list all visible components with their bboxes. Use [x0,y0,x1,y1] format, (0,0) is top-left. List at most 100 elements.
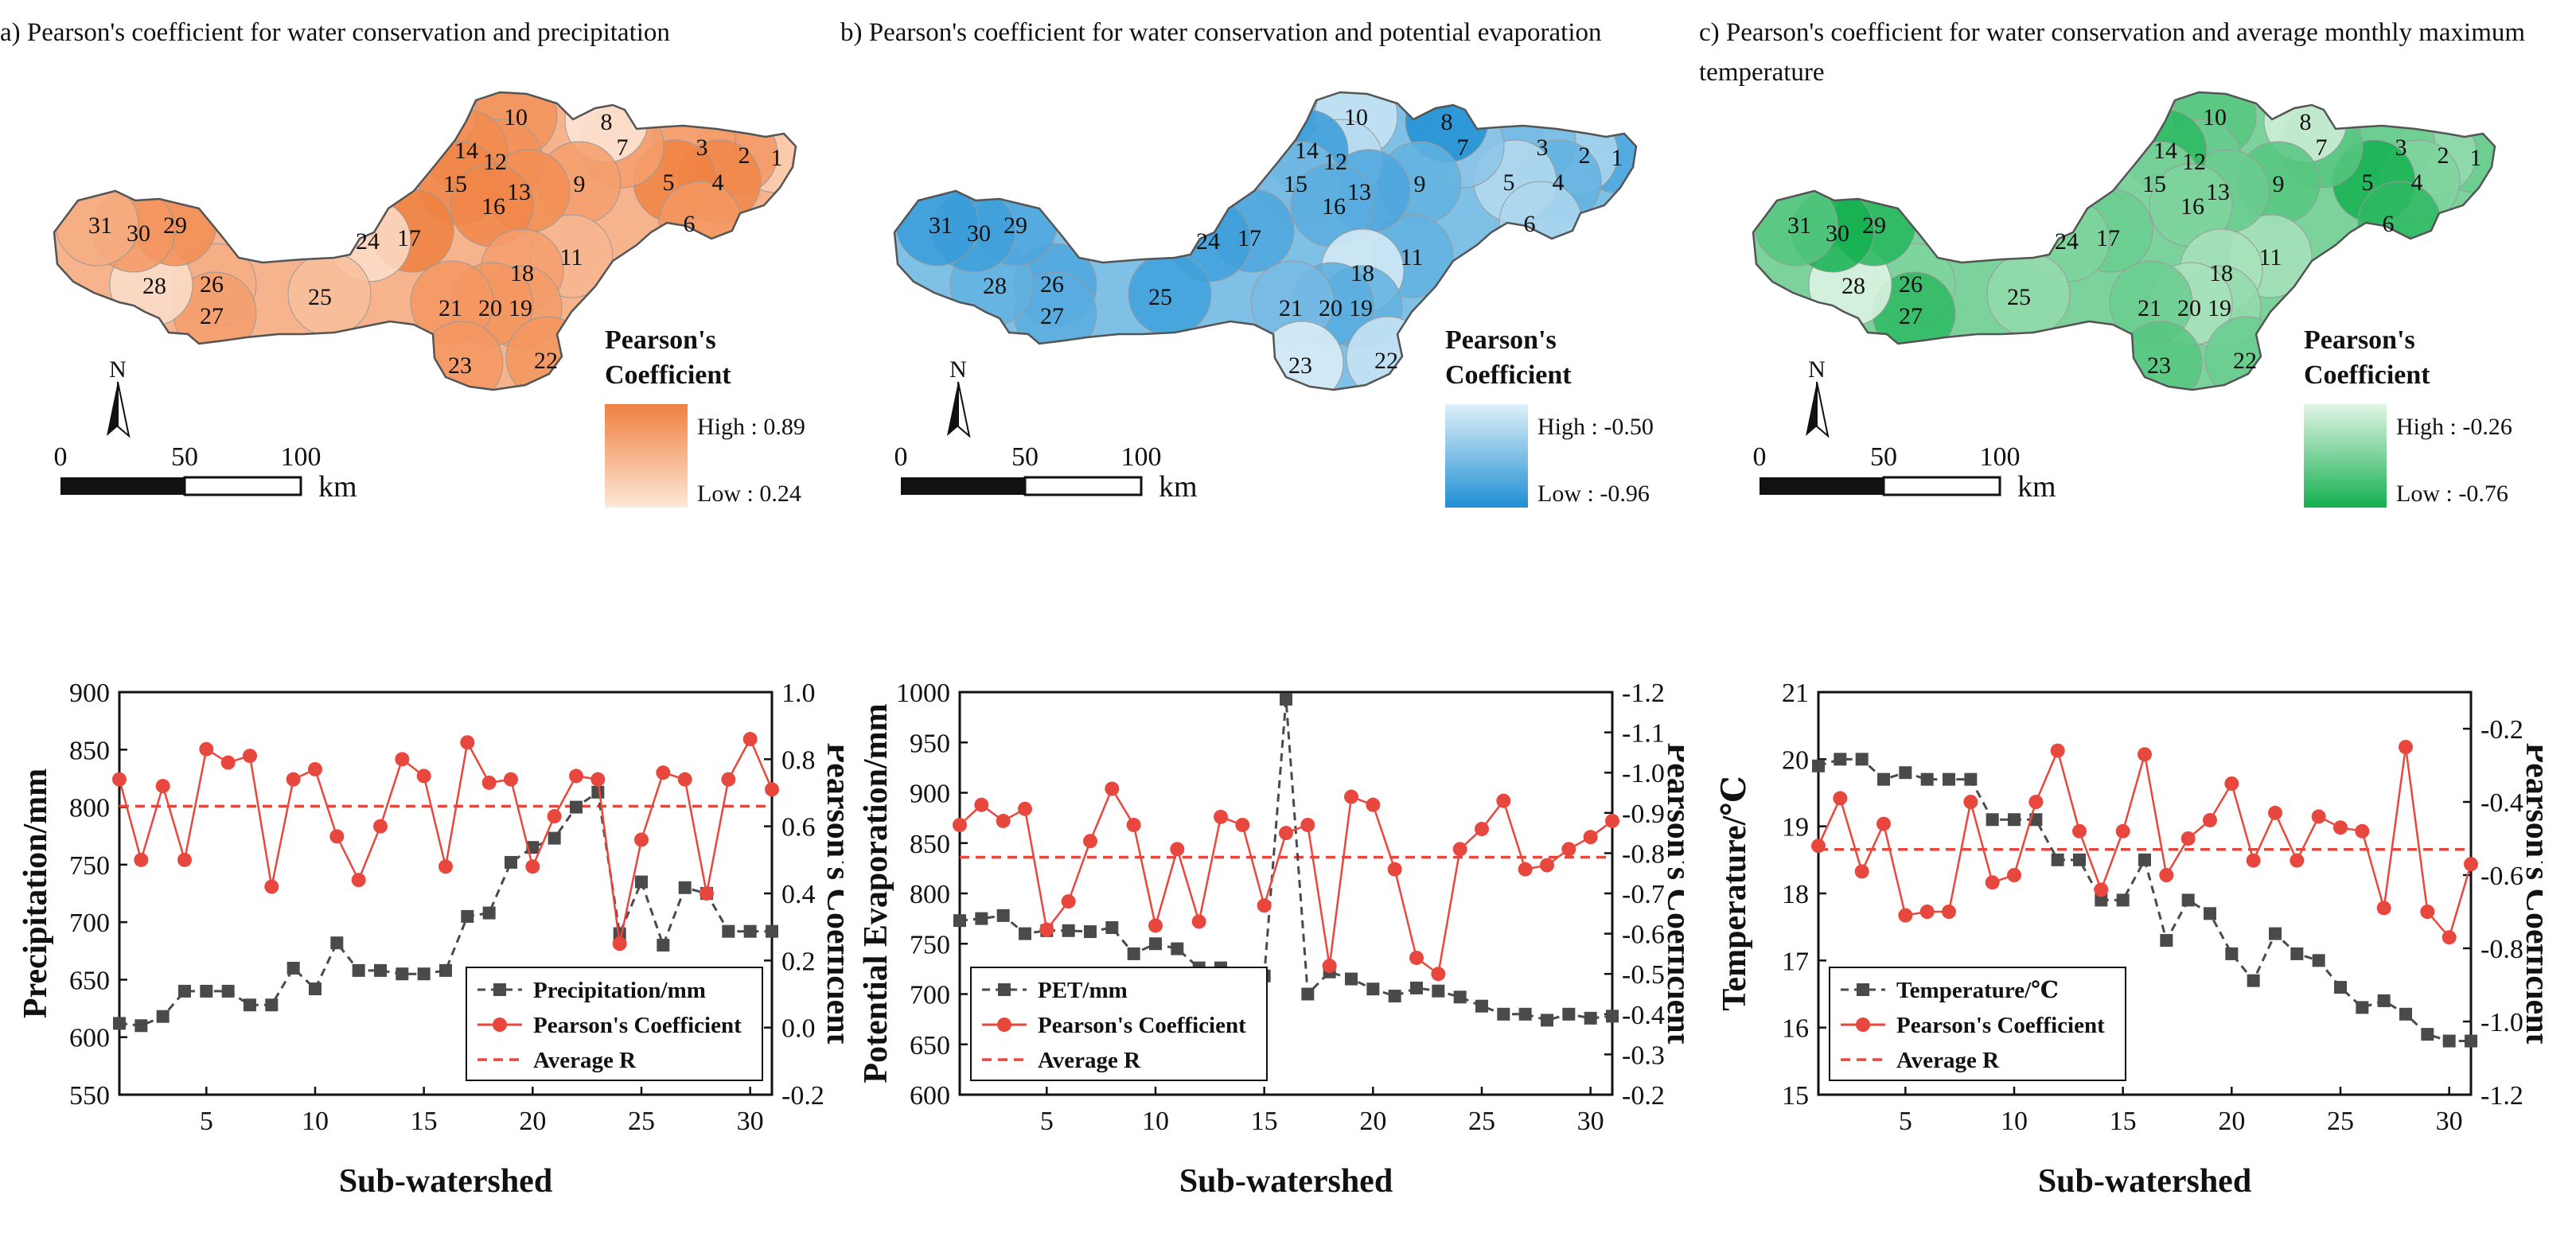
y2-tick-label: 0.8 [781,745,816,775]
legend: Pearson's Coefficient High : -0.50 Low :… [1445,325,1654,508]
subwatershed-label-25: 25 [1148,284,1172,310]
subwatershed-label-11: 11 [560,244,583,270]
panel-temperature: c) Pearson's coefficient for water conse… [1699,0,2543,1253]
y-tick-label: 900 [910,780,950,809]
right-series-point [1191,914,1206,929]
x-tick-label: 25 [2327,1107,2354,1136]
legend-marker-left [998,983,1011,996]
right-series-point [721,772,736,787]
scale-tick-0: 0 [1753,442,1767,472]
left-series-point [396,967,409,981]
left-series-point [1432,984,1445,998]
legend-entry: Average R [533,1048,637,1073]
subwatershed-label-16: 16 [481,193,505,220]
right-series-point [2399,740,2413,754]
right-series-point [373,819,388,834]
left-series-point [657,939,670,952]
right-series-point [308,761,322,776]
left-series-point [1834,753,1847,766]
left-series-point [2421,1028,2434,1041]
y-tick-label: 800 [910,880,950,909]
left-series-point [2269,927,2282,940]
right-series-point [634,832,649,847]
right-series-point [2464,857,2478,872]
subwatershed-label-5: 5 [1503,169,1515,196]
north-arrow-icon: N [107,356,131,438]
left-series-point [1920,772,1934,786]
left-series-point [2160,934,2173,948]
left-series-point [2356,1001,2369,1014]
subwatershed-label-16: 16 [2180,193,2204,220]
y2-tick-label: -0.5 [1622,960,1665,990]
y-tick-label: 900 [69,679,110,708]
left-series-point [1986,813,1999,827]
x-tick-label: 30 [1577,1107,1604,1136]
y2-tick-label: 0.0 [781,1014,816,1044]
left-series-point [309,982,322,995]
y2-tick-label: -0.2 [1622,1081,1665,1111]
y2-tick-label: -0.6 [2481,862,2523,891]
left-series-point [417,967,431,981]
subwatershed-label-14: 14 [2153,138,2177,164]
subwatershed-label-28: 28 [142,273,166,299]
y2-axis-label: Pearson's Coefficient [820,742,844,1044]
right-series-point [2268,805,2282,820]
x-axis-label: Sub-watershed [1179,1163,1393,1200]
scale-unit: km [318,470,357,504]
right-series-line [1817,746,2473,940]
subwatershed-label-2: 2 [2438,142,2449,169]
y-tick-label: 850 [69,736,110,765]
legend: Pearson's Coefficient High : -0.26 Low :… [2304,325,2512,508]
right-series-point [1344,789,1358,804]
scale-bar: 0 50 100 km [894,442,1198,504]
right-series-point [351,873,366,888]
subwatershed-label-22: 22 [2233,348,2257,374]
legend-title-line2: Coefficient [2304,360,2430,390]
left-series-point [505,855,517,869]
right-series-point [2442,930,2457,945]
y-axis-label: Precipitation/mm [18,769,54,1018]
subwatershed-label-24: 24 [356,228,380,255]
left-series-point [1562,1007,1576,1021]
subwatershed-label-19: 19 [2208,295,2231,321]
subwatershed-label-30: 30 [1826,220,1849,247]
left-series-point [1388,990,1401,1003]
right-series-point [2224,776,2239,791]
subwatershed-label-13: 13 [507,179,531,205]
left-series-point [975,912,988,925]
map-unit-labels: 1234567891011121314151617181920212223242… [929,104,1623,379]
x-tick-label: 15 [411,1107,438,1136]
left-series-point [1964,772,1978,786]
left-series-point [2334,981,2347,994]
scale-bar: 0 50 100 km [54,442,357,504]
left-series-point [2225,947,2239,960]
right-series-point [1279,826,1293,841]
y-tick-label: 17 [1782,947,1809,976]
right-series-point [974,797,989,812]
legend-title-line2: Coefficient [605,360,731,390]
y2-tick-label: -1.0 [2481,1008,2523,1037]
left-series-point [2008,813,2021,827]
subwatershed-label-3: 3 [1537,134,1549,161]
left-series-point [2442,1034,2456,1048]
right-series-point [1963,795,1978,809]
scale-bar: 0 50 100 km [1753,442,2056,504]
y2-tick-label: -0.3 [1622,1041,1665,1070]
subwatershed-label-16: 16 [1322,193,1346,220]
y2-tick-label: -0.8 [1622,839,1665,869]
map-unit-labels: 1234567891011121314151617181920212223242… [1787,104,2482,379]
subwatershed-label-10: 10 [2203,104,2227,130]
legend-ramp [2304,404,2387,508]
left-series-point [2312,954,2325,967]
left-series-point [2029,813,2043,827]
scale-tick-100: 100 [1121,442,1162,472]
right-series-point [1431,967,1446,982]
y-tick-label: 600 [69,1024,110,1053]
y-tick-label: 800 [69,794,110,823]
left-series-point [1084,925,1097,939]
subwatershed-label-23: 23 [448,352,472,379]
right-series-point [2094,882,2109,897]
north-arrow-icon: N [1806,356,1830,438]
left-series-point [2095,893,2108,907]
watershed-map: 1234567891011121314151617181920212223242… [893,91,1654,508]
